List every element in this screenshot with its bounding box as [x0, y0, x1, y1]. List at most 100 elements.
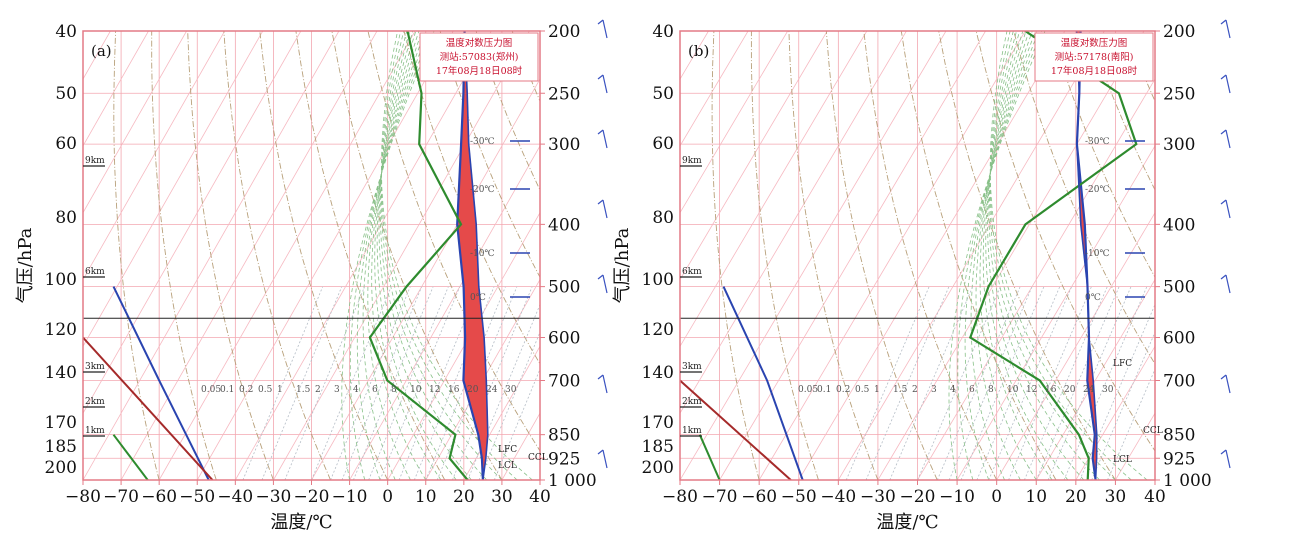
right-tick-label: 700 — [1163, 371, 1195, 391]
height-label: 1km — [85, 426, 105, 436]
right-tick-label: 600 — [1163, 328, 1195, 348]
plot-area — [83, 31, 540, 480]
isotherm-line — [83, 31, 149, 147]
isotherm-line — [680, 31, 868, 348]
right-tick-label: 300 — [1163, 135, 1195, 155]
mixing-ratio-label: 4 — [950, 385, 956, 395]
mixing-ratio-line — [284, 286, 365, 480]
x-tick-label: 0 — [382, 487, 393, 507]
isotherm-label: -10℃ — [470, 249, 495, 259]
right-tick-label: 400 — [548, 215, 580, 235]
mixing-ratio-label: 1.5 — [296, 385, 311, 395]
right-tick-label: 500 — [1163, 278, 1195, 298]
wind-barb — [602, 19, 608, 39]
right-tick-label: 1 000 — [548, 471, 597, 491]
moist-adiabat — [349, 31, 432, 480]
right-tick-label: 300 — [548, 135, 580, 155]
dry-adiabat — [259, 31, 389, 480]
wind-barb-flag — [597, 374, 604, 380]
mixing-ratio-label: 30 — [505, 385, 517, 395]
profile-t — [456, 31, 484, 480]
dry-adiabat — [187, 31, 274, 480]
mixing-ratio-line — [988, 286, 1073, 480]
lower-green-profile — [112, 434, 149, 480]
x-tick-label: −10 — [939, 487, 975, 507]
mixing-ratio-label: 0.5 — [855, 385, 870, 395]
wind-barb-flag — [597, 199, 604, 205]
chart-panel-b: −80 −70 −60 −50 −40 −30 −20 −10 0 10 20 30 40温度/℃405… — [612, 19, 1231, 533]
right-tick-label: 850 — [1163, 426, 1195, 446]
title-line: 测站:57083(郑州) — [440, 51, 519, 63]
wind-barb-flag — [1220, 274, 1227, 280]
height-label: 6km — [85, 267, 105, 277]
mixing-ratio-label: 30 — [1102, 385, 1114, 395]
profile-td — [368, 31, 469, 480]
mixing-ratio-label: 1.5 — [893, 385, 908, 395]
mixing-ratio-line — [1107, 368, 1155, 480]
x-tick-label: 40 — [1144, 487, 1166, 507]
mixing-ratio-label: 2 — [912, 385, 918, 395]
wind-barb — [1225, 374, 1231, 394]
moist-adiabat — [989, 31, 1132, 480]
level-label-lfc: LFC — [1113, 359, 1132, 369]
dry-adiabat — [295, 31, 446, 480]
isotherm-label: -20℃ — [1085, 185, 1110, 195]
right-tick-label: 925 — [548, 449, 580, 469]
mixing-ratio-line — [1035, 286, 1120, 480]
wind-barb — [602, 449, 608, 469]
wind-barb — [1225, 274, 1231, 294]
isotherm-line — [120, 31, 378, 480]
moist-adiabat — [987, 31, 1085, 480]
x-tick-label: 30 — [1105, 487, 1127, 507]
right-tick-label: 1 000 — [1163, 471, 1212, 491]
title-box — [1034, 32, 1154, 82]
mixing-ratio-line — [976, 286, 1061, 480]
x-tick-label: −40 — [820, 487, 856, 507]
height-label: 2km — [85, 397, 105, 407]
mixing-ratio-line — [368, 286, 449, 480]
left-tick-label: 50 — [55, 84, 77, 104]
lower-green-profile — [698, 434, 721, 480]
mixing-ratio-label: 0.05 — [798, 385, 818, 395]
mixing-ratio-line — [845, 286, 930, 480]
lower-dark-red-profile — [680, 379, 792, 480]
mixing-ratio-label: 16 — [1045, 385, 1057, 395]
dry-adiabat — [788, 31, 879, 480]
moist-adiabat — [362, 31, 426, 480]
chart-panel-a: −80 −70 −60 −50 −40 −30 −20 −10 0 10 20 30 40温度/℃405… — [15, 19, 608, 533]
mixing-ratio-label: 0.5 — [258, 385, 273, 395]
mixing-ratio-label: 16 — [448, 385, 460, 395]
level-label-lfc: LFC — [498, 445, 517, 455]
x-tick-label: −50 — [781, 487, 817, 507]
isotherm-line — [837, 31, 1105, 480]
mixing-ratio-label: 4 — [353, 385, 359, 395]
wind-barb-flag — [1220, 199, 1227, 205]
height-label: 3km — [85, 362, 105, 372]
wind-barb-flag — [597, 19, 604, 25]
mixing-ratio-label: 3 — [931, 385, 937, 395]
isotherm-line — [680, 31, 828, 281]
dry-adiabat — [1013, 31, 1155, 365]
mixing-ratio-line — [311, 286, 392, 480]
left-tick-label: 170 — [642, 413, 674, 433]
x-tick-label: −20 — [900, 487, 936, 507]
mixing-ratio-label: 6 — [969, 385, 975, 395]
y-axis-label: 气压/hPa — [15, 227, 36, 303]
moist-adiabat — [381, 31, 518, 480]
mixing-ratio-line — [493, 368, 540, 480]
left-tick-label: 140 — [642, 363, 674, 383]
mixing-ratio-label: 24 — [1083, 385, 1095, 395]
left-tick-label: 170 — [45, 413, 77, 433]
wind-barb-flag — [597, 129, 604, 135]
mixing-ratio-line — [917, 286, 1001, 480]
dry-adiabat — [825, 31, 938, 480]
left-tick-label: 40 — [55, 22, 77, 42]
isotherm-line — [234, 31, 492, 480]
wind-barb — [602, 274, 608, 294]
mixing-ratio-line — [398, 286, 480, 480]
title-line: 温度对数压力图 — [446, 37, 513, 49]
mixing-ratio-line — [413, 286, 495, 480]
left-tick-label: 80 — [55, 208, 77, 228]
x-tick-label: 10 — [415, 487, 437, 507]
x-tick-label: 30 — [491, 487, 513, 507]
